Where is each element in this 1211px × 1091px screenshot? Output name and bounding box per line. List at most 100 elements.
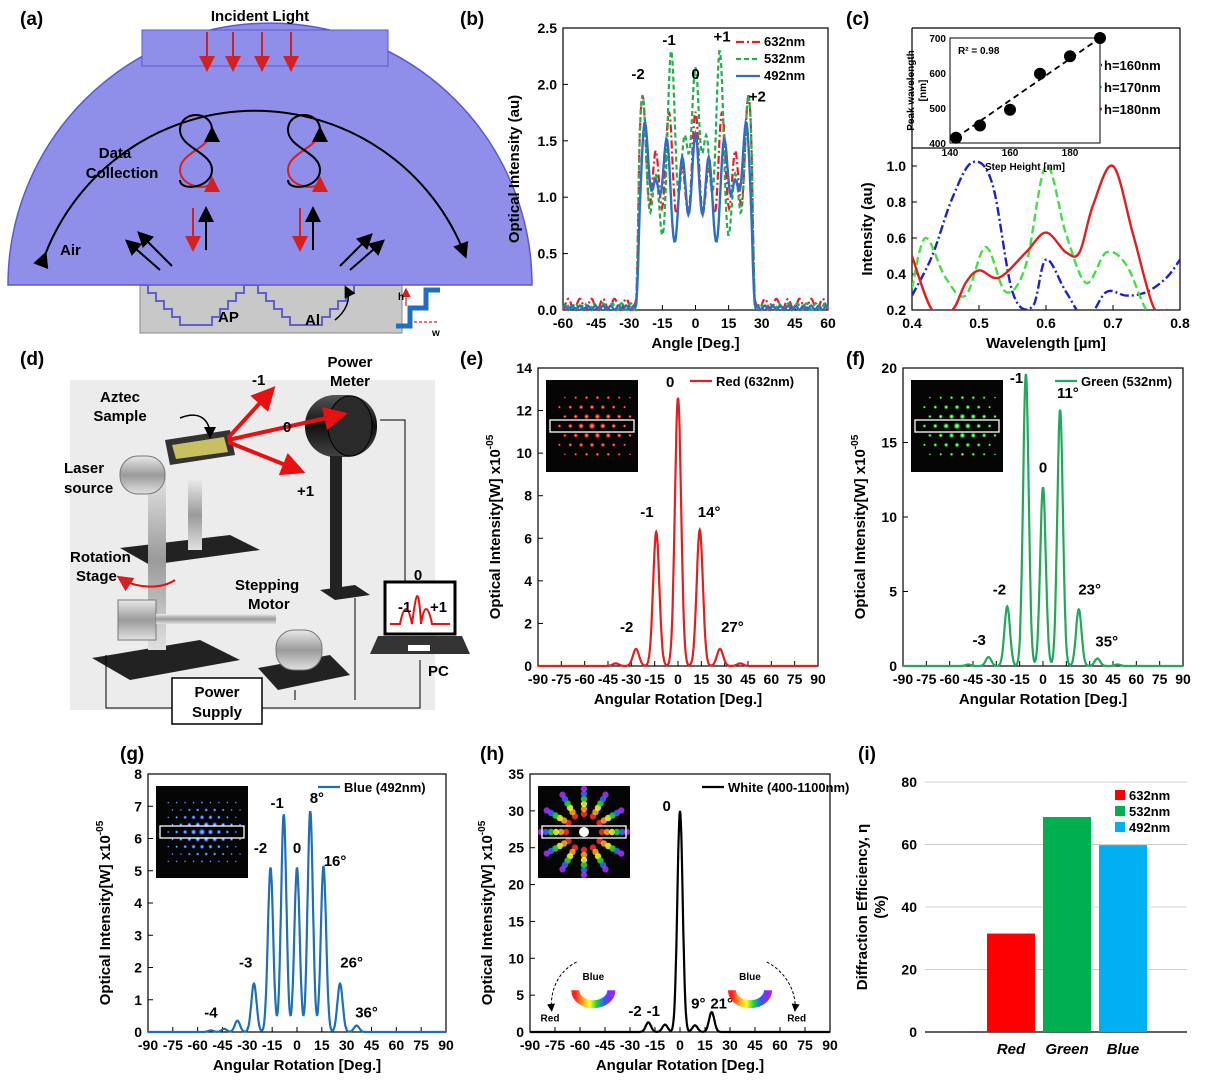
y-axis-unit: (%) <box>872 895 889 918</box>
x-tick-label: -45 <box>212 1037 232 1053</box>
pattern-spot <box>939 452 943 457</box>
x-tick-label: -60 <box>188 1037 208 1053</box>
order-annotation: 0 <box>662 798 670 815</box>
pattern-spot <box>602 866 609 873</box>
x-tick-label: 30 <box>722 1037 738 1053</box>
y-tick-label: 25 <box>508 840 524 856</box>
pattern-center <box>579 827 589 837</box>
x-tick-label: 15 <box>721 315 737 331</box>
x-tick-label: -45 <box>963 671 983 687</box>
sample-arrow <box>179 414 216 439</box>
order-annotation: -2 <box>628 1003 641 1020</box>
pattern-spot <box>216 829 222 835</box>
legend-label: White (400-1100nm) <box>728 780 849 795</box>
pattern-spot <box>568 404 573 410</box>
legend-label: Blue (492nm) <box>344 780 426 795</box>
beam-arrows <box>124 206 386 271</box>
order-annotation: 23° <box>1078 581 1101 598</box>
x-tick-label: 75 <box>787 671 803 687</box>
x-tick-label: 0.6 <box>1036 315 1056 331</box>
pattern-spot <box>605 413 612 420</box>
chart-i: 0 20 40 60 80 Diffraction Efficiency, η (%) Red… <box>854 774 1187 1058</box>
pattern-spot <box>964 422 972 430</box>
x-tick-label: -90 <box>138 1037 158 1053</box>
x-tick-label: -75 <box>551 671 571 687</box>
pattern-spot <box>617 395 621 400</box>
pattern-spot <box>958 431 966 439</box>
pattern-spot <box>975 423 982 429</box>
x-tick-label: -15 <box>645 1037 665 1053</box>
pattern-spot <box>958 413 966 421</box>
pattern-spot <box>171 838 174 841</box>
pattern-spot <box>216 844 222 849</box>
drive-shaft <box>156 614 276 624</box>
x-tick-label: 0.4 <box>902 315 922 331</box>
y-tick-label: 14 <box>516 360 532 376</box>
aztec-label: Aztec <box>100 389 140 406</box>
pattern-spot <box>943 404 949 410</box>
order-annotation: 21° <box>710 995 733 1012</box>
pattern-spot <box>574 395 578 400</box>
x-tick-label: -45 <box>595 1037 615 1053</box>
pattern-spot <box>562 414 567 419</box>
al-arrow <box>334 285 356 321</box>
x-tick-label: -60 <box>553 315 573 331</box>
y-tick-label: 0.4 <box>887 266 907 282</box>
x-tick-label: -15 <box>652 315 672 331</box>
pattern-spot <box>987 405 992 409</box>
pattern-spot <box>611 442 616 448</box>
pattern-spot <box>593 431 601 439</box>
x-tick-label: 90 <box>438 1037 454 1053</box>
pattern-spot <box>993 414 997 419</box>
x-tick-label: 45 <box>787 315 803 331</box>
inset-y-label-2: [nm] <box>918 80 929 102</box>
y-tick-label: 1 <box>134 992 142 1008</box>
y-axis-label: Diffraction Efficiency, η <box>854 824 871 990</box>
rainbow-arc <box>571 989 616 1009</box>
order-annotation: 0 <box>1039 459 1047 476</box>
pattern-spot <box>602 791 609 798</box>
y-tick-label: 8 <box>134 766 142 782</box>
y-tick-label: 15 <box>508 913 524 929</box>
x-tick-label: 90 <box>810 671 826 687</box>
order-annotation: 11° <box>1057 385 1079 402</box>
y-tick-label: 1.0 <box>887 158 907 174</box>
y-tick-label: 7 <box>134 798 142 814</box>
pattern-spot <box>965 442 971 448</box>
x-tick-label: -75 <box>545 1037 565 1053</box>
pattern-spot <box>234 845 237 848</box>
order-annotation: -2 <box>631 66 644 83</box>
order-annotation: 0 <box>293 840 301 857</box>
x-tick-label: -90 <box>520 1037 540 1053</box>
y-tick-label: 10 <box>881 509 897 525</box>
data-label: Data <box>99 145 132 162</box>
legend-label: h=180nm <box>1104 102 1161 117</box>
inset-point <box>950 131 962 144</box>
y-tick-label: 80 <box>901 774 917 790</box>
y-tick-label: 4 <box>134 895 142 911</box>
pattern-spot <box>981 432 987 439</box>
chart-h: 0 5 10 15 20 25 30 35 -90 -75 -60 -45 -30 -15 0 15 30 45 6… <box>477 766 849 1074</box>
x-tick-label: -30 <box>986 671 1006 687</box>
inset-x-tick: 180 <box>1062 148 1079 159</box>
y-axis-label: Optical Intensity[W] x10-05 <box>850 434 869 619</box>
pattern-spot <box>613 828 621 836</box>
pattern-spot <box>593 413 601 421</box>
y-tick-label: 3 <box>134 927 142 943</box>
pattern-spot <box>970 432 977 439</box>
pattern-spot <box>982 395 986 400</box>
inset-point <box>1034 67 1046 80</box>
y-axis-label-text: Optical Intensity[W] x10 <box>852 449 869 619</box>
pattern-spot <box>216 815 222 820</box>
pattern-spot <box>209 860 212 863</box>
scan-line-box <box>541 825 627 839</box>
x-tick-label: 45 <box>740 671 756 687</box>
pattern-spot <box>584 452 589 457</box>
power-meter-post <box>330 456 342 591</box>
pattern-spot <box>584 395 589 400</box>
pattern-spot <box>225 829 230 835</box>
pattern-spot <box>595 452 600 457</box>
dome <box>7 22 533 286</box>
pattern-spot <box>212 807 217 812</box>
y-tick-label: 12 <box>516 403 532 419</box>
